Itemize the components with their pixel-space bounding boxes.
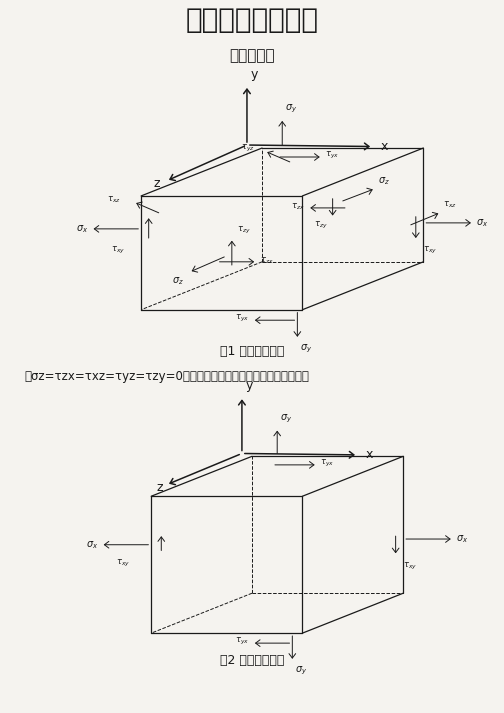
Text: $\sigma_x$: $\sigma_x$ [476, 217, 488, 229]
Text: $\sigma_x$: $\sigma_x$ [86, 539, 98, 550]
Text: $\tau_{zy}$: $\tau_{zy}$ [314, 220, 328, 231]
Text: 材料力学应力分析: 材料力学应力分析 [185, 6, 319, 34]
Text: z: z [154, 178, 160, 190]
Text: y: y [246, 379, 254, 392]
Text: $\sigma_x$: $\sigma_x$ [76, 223, 88, 235]
Text: 当σz=τzx=τxz=τyz=τzy=0时，退化为平面应力状态，应力单元为：: 当σz=τzx=τxz=τyz=τzy=0时，退化为平面应力状态，应力单元为： [25, 369, 309, 383]
Text: $\sigma_z$: $\sigma_z$ [172, 275, 184, 287]
Text: $\sigma_z$: $\sigma_z$ [378, 175, 390, 187]
Text: $\sigma_y$: $\sigma_y$ [280, 413, 292, 425]
Text: y: y [251, 68, 259, 81]
Text: $\tau_{yx}$: $\tau_{yx}$ [325, 150, 339, 161]
Text: 图2 平面应力单元: 图2 平面应力单元 [220, 654, 284, 667]
Text: $\tau_{yx}$: $\tau_{yx}$ [235, 313, 249, 324]
Text: $\tau_{zx}$: $\tau_{zx}$ [260, 255, 273, 265]
Text: $\tau_{zy}$: $\tau_{zy}$ [237, 225, 250, 237]
Text: $\tau_{yx}$: $\tau_{yx}$ [320, 458, 334, 469]
Text: $\tau_{yx}$: $\tau_{yx}$ [235, 636, 249, 647]
Text: （王家林）: （王家林） [229, 48, 275, 63]
Text: x: x [381, 140, 388, 153]
Text: $\tau_{xy}$: $\tau_{xy}$ [111, 245, 125, 257]
Text: $\sigma_y$: $\sigma_y$ [300, 343, 312, 355]
Text: $\tau_{xy}$: $\tau_{xy}$ [423, 245, 437, 257]
Text: $\sigma_x$: $\sigma_x$ [456, 533, 468, 545]
Text: $\sigma_y$: $\sigma_y$ [295, 665, 307, 677]
Text: $\sigma_y$: $\sigma_y$ [285, 103, 297, 115]
Text: $\tau_{zx}$: $\tau_{zx}$ [291, 201, 305, 212]
Text: $\tau_{xz}$: $\tau_{xz}$ [107, 195, 121, 205]
Text: x: x [365, 448, 373, 461]
Text: $\tau_{yz}$: $\tau_{yz}$ [241, 143, 255, 153]
Text: 图1 空间应力单元: 图1 空间应力单元 [220, 345, 284, 358]
Text: $\tau_{xz}$: $\tau_{xz}$ [443, 200, 456, 210]
Text: $\tau_{xy}$: $\tau_{xy}$ [403, 560, 417, 572]
Text: $\tau_{xy}$: $\tau_{xy}$ [116, 558, 130, 569]
Text: z: z [156, 481, 163, 494]
